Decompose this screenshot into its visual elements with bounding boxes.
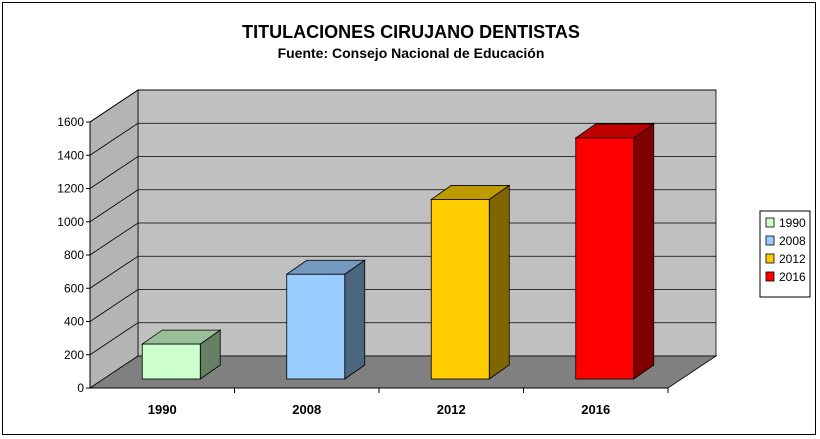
bar-2016 [574, 123, 656, 380]
gridline [89, 156, 716, 189]
y-tick-label: 1000 [57, 215, 84, 229]
x-tick-label: 2012 [437, 402, 466, 417]
y-tick-label: 800 [64, 248, 84, 262]
bar-side [488, 184, 510, 380]
legend-swatch [765, 217, 775, 228]
y-tick-label: 200 [64, 348, 84, 362]
legend: 1990 2008 2012 2016 [759, 210, 811, 298]
gridline [89, 255, 716, 289]
y-tick-label: 1400 [57, 148, 84, 162]
bar-1990 [140, 329, 222, 380]
legend-label: 1990 [779, 216, 806, 230]
bar-front [430, 199, 490, 380]
y-tick-label: 400 [64, 315, 84, 329]
x-tick-label: 2008 [292, 402, 321, 417]
bar-side [633, 123, 655, 380]
gridline [89, 289, 716, 322]
legend-swatch [765, 253, 775, 264]
x-tick-label: 2016 [581, 402, 610, 417]
bar-2008 [285, 259, 367, 380]
bar-front [575, 137, 635, 380]
bar-front [141, 343, 201, 380]
gridline [89, 322, 716, 356]
x-tick-label: 1990 [148, 402, 177, 417]
bar-side [344, 259, 366, 380]
bars [140, 123, 656, 380]
chart-subtitle: Fuente: Consejo Nacional de Educación [278, 45, 545, 61]
gridlines [89, 89, 716, 356]
x-axis-labels: 1990 2008 2012 2016 [148, 388, 669, 417]
y-tick-label: 600 [64, 281, 84, 295]
y-tick-label: 0 [77, 381, 84, 395]
gridline [89, 89, 716, 123]
gridline [89, 122, 716, 156]
gridline [89, 222, 716, 256]
gridline [89, 189, 716, 223]
legend-label: 2016 [779, 270, 806, 284]
y-tick-label: 1600 [57, 115, 84, 129]
legend-label: 2012 [779, 252, 806, 266]
legend-swatch [765, 271, 775, 282]
chart-title: TITULACIONES CIRUJANO DENTISTAS [242, 22, 580, 42]
legend-swatch [765, 235, 775, 246]
legend-label: 2008 [779, 234, 806, 248]
bar-2012 [429, 184, 511, 380]
y-tick-label: 1200 [57, 182, 84, 196]
bar-front [286, 273, 346, 380]
